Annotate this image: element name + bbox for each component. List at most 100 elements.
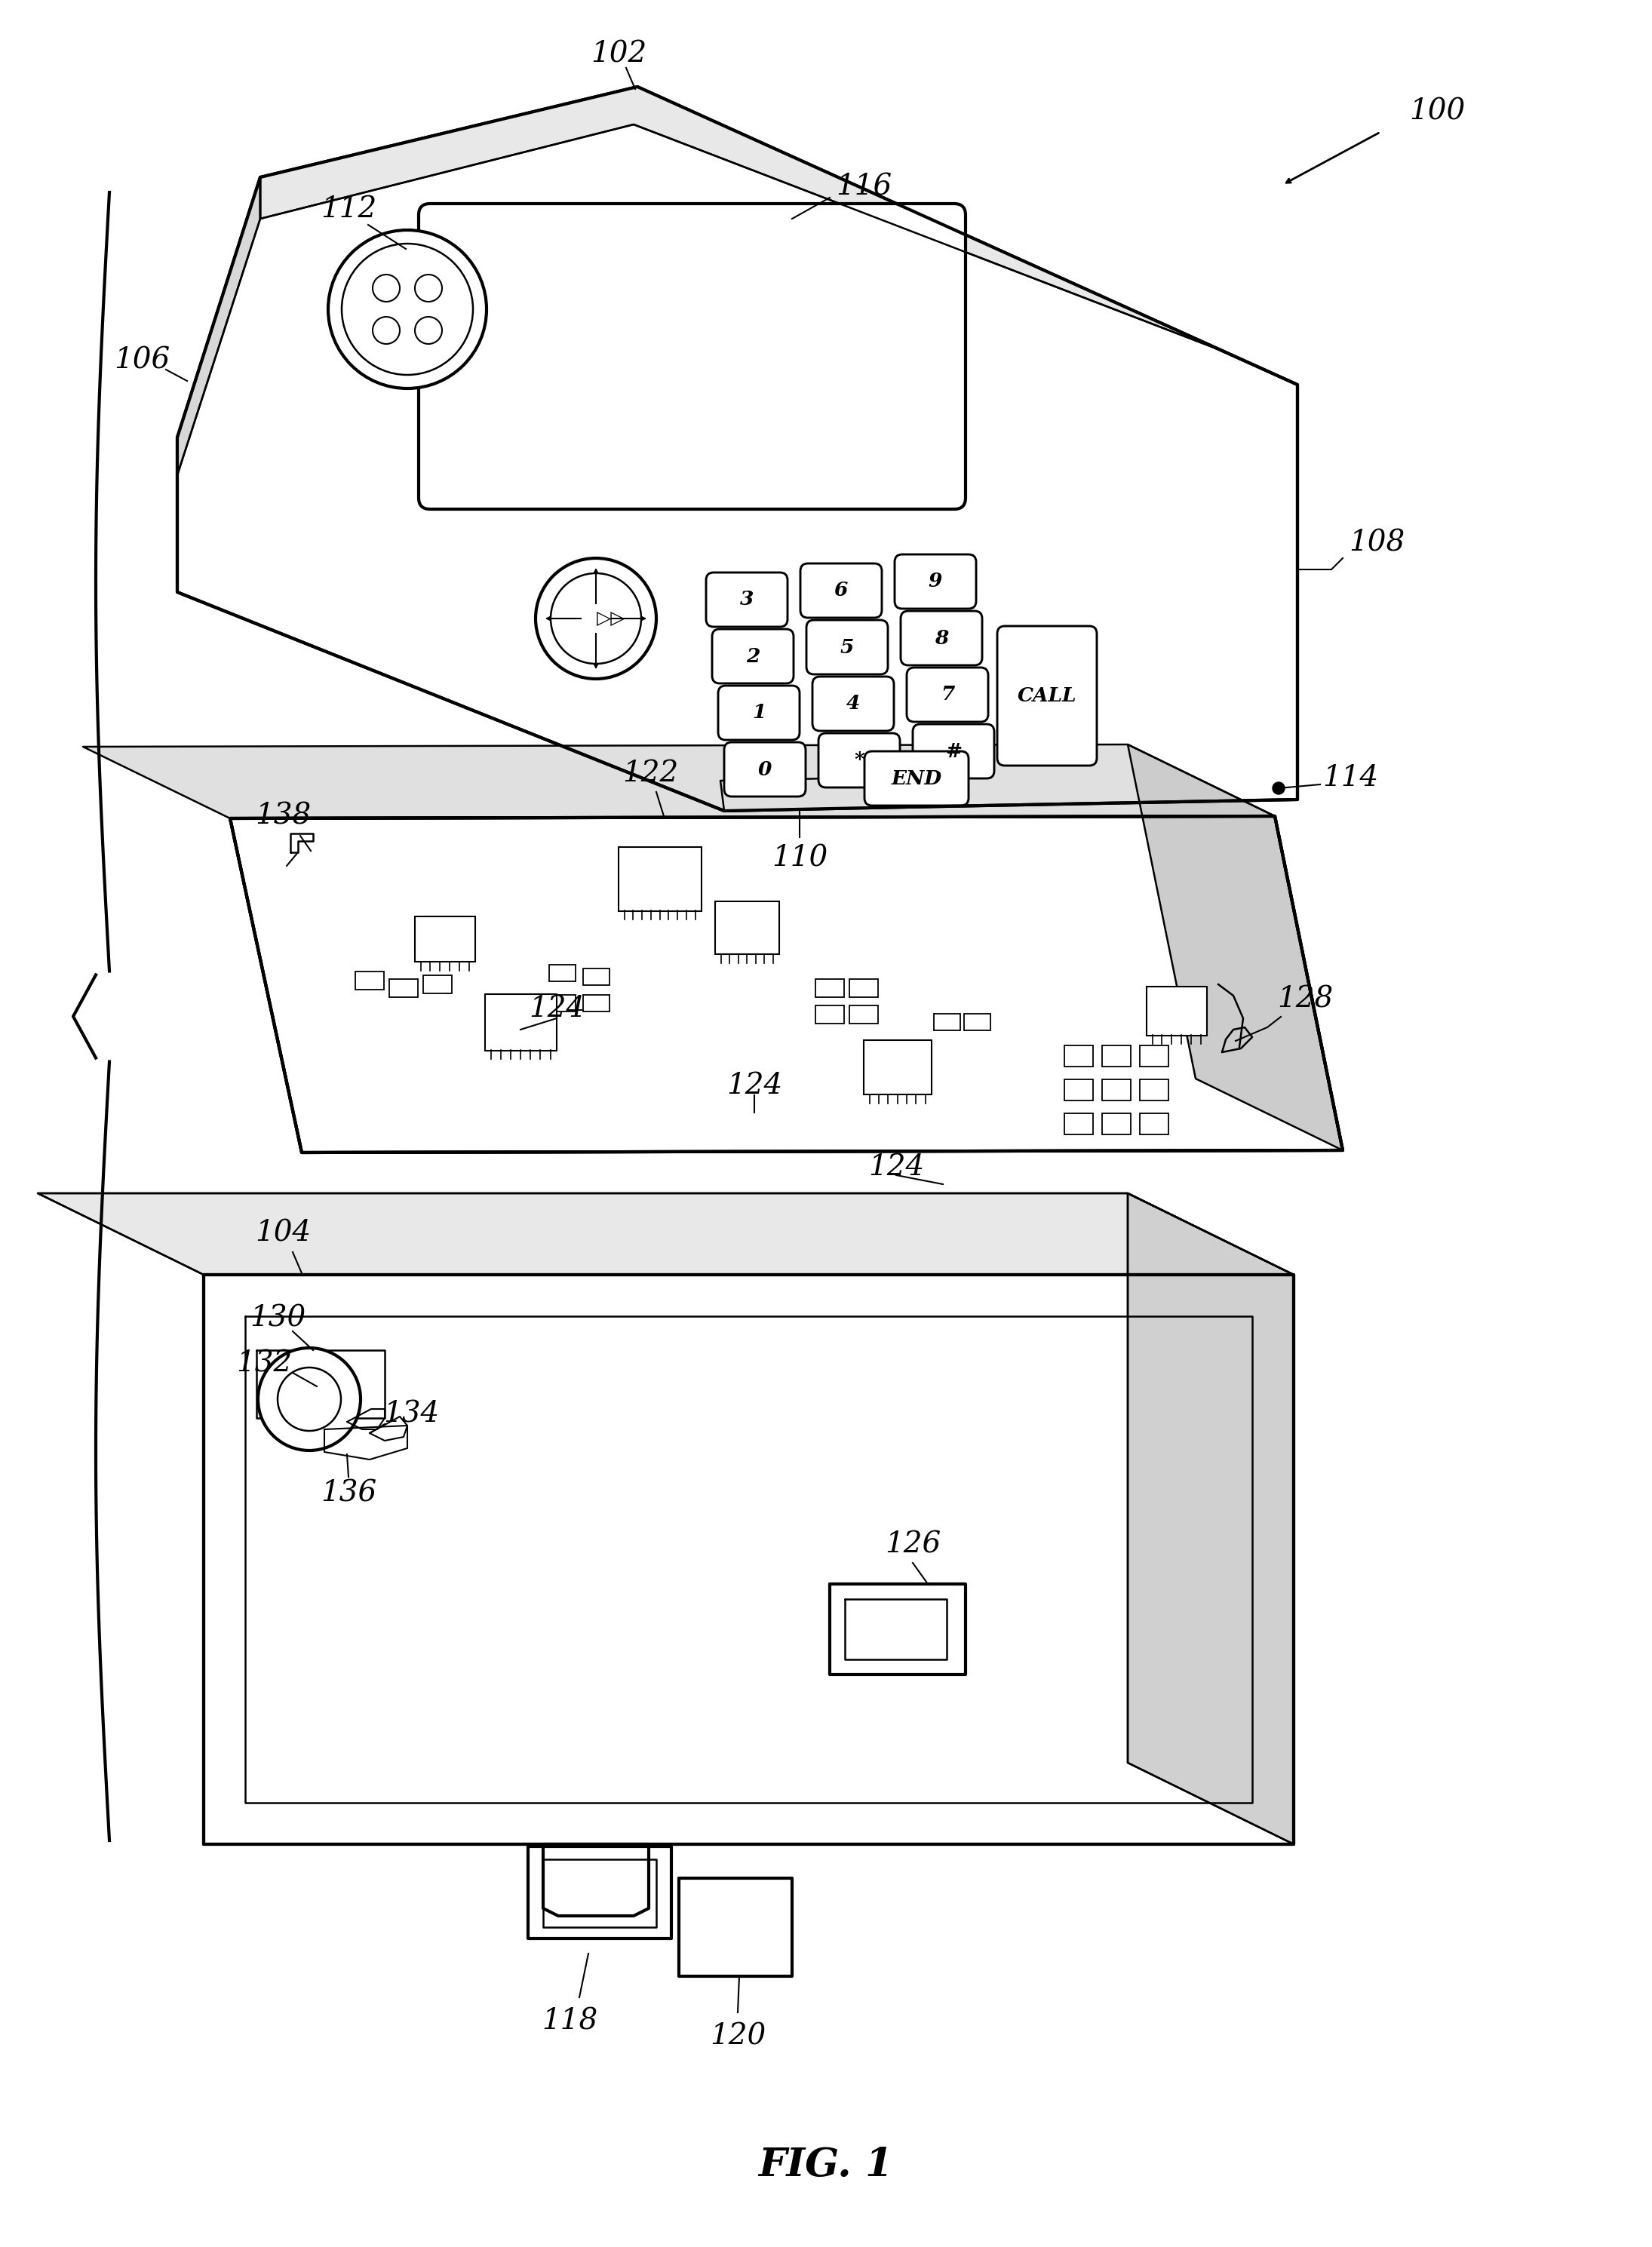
Circle shape bbox=[329, 229, 487, 389]
Polygon shape bbox=[829, 1584, 965, 1674]
Circle shape bbox=[373, 317, 400, 344]
FancyBboxPatch shape bbox=[712, 629, 793, 683]
Text: 9: 9 bbox=[928, 573, 942, 591]
FancyBboxPatch shape bbox=[965, 1013, 991, 1031]
FancyBboxPatch shape bbox=[1102, 1079, 1130, 1101]
FancyBboxPatch shape bbox=[1064, 1045, 1094, 1067]
Text: 118: 118 bbox=[542, 2007, 598, 2036]
Text: ▷▷: ▷▷ bbox=[596, 609, 626, 627]
Text: 114: 114 bbox=[1322, 764, 1378, 793]
Text: 124: 124 bbox=[727, 1072, 783, 1101]
FancyBboxPatch shape bbox=[849, 980, 879, 998]
Text: 1: 1 bbox=[752, 703, 767, 721]
Text: 136: 136 bbox=[320, 1479, 377, 1508]
Polygon shape bbox=[230, 816, 1343, 1153]
FancyBboxPatch shape bbox=[423, 975, 453, 993]
Text: 132: 132 bbox=[236, 1350, 292, 1377]
Text: 120: 120 bbox=[710, 2022, 767, 2052]
FancyBboxPatch shape bbox=[816, 980, 844, 998]
Text: *: * bbox=[854, 750, 864, 771]
FancyBboxPatch shape bbox=[486, 993, 557, 1052]
FancyBboxPatch shape bbox=[618, 847, 702, 912]
Text: 106: 106 bbox=[114, 346, 170, 375]
Polygon shape bbox=[1128, 1193, 1294, 1845]
Text: 112: 112 bbox=[320, 195, 377, 225]
FancyBboxPatch shape bbox=[418, 204, 965, 510]
FancyBboxPatch shape bbox=[816, 1004, 844, 1025]
FancyBboxPatch shape bbox=[705, 573, 788, 627]
Polygon shape bbox=[679, 1878, 791, 1975]
Text: 130: 130 bbox=[249, 1306, 306, 1332]
FancyBboxPatch shape bbox=[1140, 1079, 1168, 1101]
FancyBboxPatch shape bbox=[1102, 1112, 1130, 1135]
FancyBboxPatch shape bbox=[1146, 986, 1208, 1036]
Polygon shape bbox=[261, 88, 1297, 384]
Text: 138: 138 bbox=[254, 802, 311, 829]
Polygon shape bbox=[203, 1274, 1294, 1845]
FancyBboxPatch shape bbox=[998, 627, 1097, 766]
FancyBboxPatch shape bbox=[907, 667, 988, 721]
Polygon shape bbox=[1128, 744, 1343, 1150]
FancyBboxPatch shape bbox=[864, 750, 968, 807]
Text: 2: 2 bbox=[747, 647, 760, 665]
Text: 134: 134 bbox=[383, 1400, 439, 1429]
Circle shape bbox=[1272, 782, 1285, 793]
FancyBboxPatch shape bbox=[415, 917, 476, 962]
Polygon shape bbox=[83, 744, 1275, 818]
Polygon shape bbox=[256, 1350, 385, 1418]
FancyBboxPatch shape bbox=[914, 724, 995, 777]
FancyBboxPatch shape bbox=[1140, 1112, 1168, 1135]
FancyBboxPatch shape bbox=[715, 901, 780, 955]
Text: 6: 6 bbox=[834, 582, 847, 600]
FancyBboxPatch shape bbox=[583, 968, 610, 984]
Text: 124: 124 bbox=[869, 1153, 923, 1182]
Text: #: # bbox=[945, 742, 961, 762]
FancyBboxPatch shape bbox=[548, 964, 575, 982]
Text: 7: 7 bbox=[940, 685, 955, 703]
FancyBboxPatch shape bbox=[719, 685, 800, 739]
Text: 122: 122 bbox=[623, 759, 679, 786]
Circle shape bbox=[535, 557, 656, 679]
Text: 0: 0 bbox=[758, 759, 771, 780]
FancyBboxPatch shape bbox=[390, 980, 418, 998]
FancyBboxPatch shape bbox=[933, 1013, 960, 1031]
FancyBboxPatch shape bbox=[1102, 1045, 1130, 1067]
Text: 128: 128 bbox=[1277, 986, 1333, 1013]
FancyBboxPatch shape bbox=[1064, 1079, 1094, 1101]
Polygon shape bbox=[544, 1845, 649, 1917]
FancyBboxPatch shape bbox=[900, 611, 983, 665]
FancyBboxPatch shape bbox=[800, 564, 882, 618]
FancyBboxPatch shape bbox=[813, 676, 894, 730]
FancyBboxPatch shape bbox=[806, 620, 887, 674]
FancyBboxPatch shape bbox=[818, 733, 900, 786]
Text: 124: 124 bbox=[529, 995, 585, 1022]
Text: FIG. 1: FIG. 1 bbox=[758, 2146, 894, 2184]
Circle shape bbox=[373, 274, 400, 301]
FancyBboxPatch shape bbox=[895, 555, 976, 609]
Text: 5: 5 bbox=[841, 638, 854, 656]
Text: 108: 108 bbox=[1348, 528, 1404, 557]
FancyBboxPatch shape bbox=[864, 1040, 932, 1094]
Text: 104: 104 bbox=[254, 1220, 311, 1247]
Text: 110: 110 bbox=[771, 845, 828, 872]
Polygon shape bbox=[177, 88, 1297, 811]
Circle shape bbox=[415, 274, 443, 301]
FancyBboxPatch shape bbox=[724, 742, 806, 795]
FancyBboxPatch shape bbox=[1064, 1112, 1094, 1135]
Text: CALL: CALL bbox=[1018, 685, 1077, 706]
Text: END: END bbox=[890, 768, 942, 789]
Polygon shape bbox=[38, 1193, 1294, 1274]
FancyBboxPatch shape bbox=[849, 1004, 879, 1025]
FancyBboxPatch shape bbox=[1140, 1045, 1168, 1067]
Polygon shape bbox=[529, 1847, 671, 1939]
Polygon shape bbox=[720, 777, 905, 811]
Polygon shape bbox=[177, 178, 261, 474]
Text: 102: 102 bbox=[590, 40, 646, 67]
FancyBboxPatch shape bbox=[548, 995, 575, 1011]
Circle shape bbox=[415, 317, 443, 344]
Circle shape bbox=[258, 1348, 360, 1452]
FancyBboxPatch shape bbox=[583, 995, 610, 1011]
FancyBboxPatch shape bbox=[355, 971, 383, 989]
Text: 4: 4 bbox=[846, 694, 861, 712]
Text: 126: 126 bbox=[885, 1530, 940, 1559]
